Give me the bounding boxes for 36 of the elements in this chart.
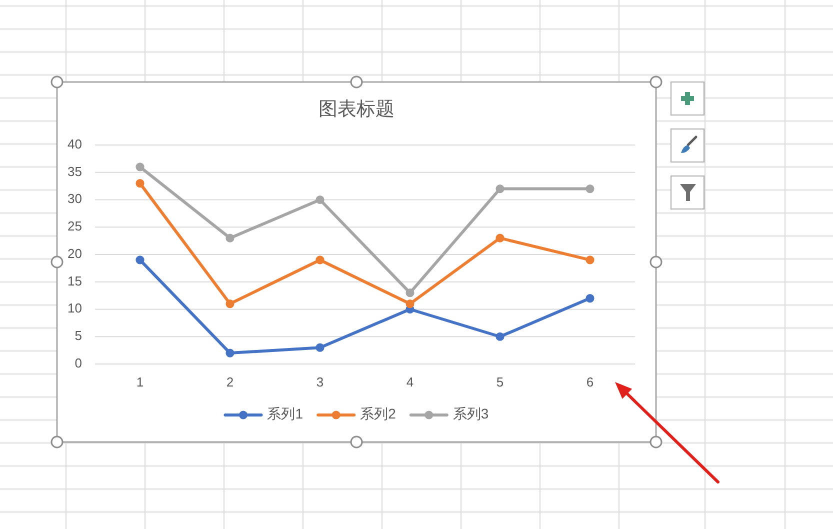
point [496,184,504,194]
point [586,294,594,303]
point [316,195,324,204]
point [586,256,594,264]
chart-title: 图表标题 [318,99,394,120]
x-tick-label: 3 [316,374,324,390]
point [226,299,234,308]
point [496,234,504,242]
y-tick-label: 30 [68,191,82,206]
legend-label: 系列1 [267,406,304,422]
x-tick-label: 6 [586,374,594,390]
point [136,256,144,264]
y-tick-label: 25 [68,218,82,234]
point [316,256,324,264]
point [316,343,324,352]
point [406,288,414,298]
point [586,184,594,194]
y-tick-label: 10 [68,300,82,316]
point [226,348,234,358]
point [406,299,414,308]
legend-label: 系列3 [452,406,489,422]
point [226,234,234,242]
point [496,332,504,341]
y-tick-label: 35 [68,164,82,179]
point [136,179,144,188]
y-tick-label: 5 [74,328,82,344]
x-tick-label: 1 [136,374,144,390]
legend-label: 系列2 [360,406,396,422]
point [136,162,144,172]
x-tick-label: 5 [496,374,504,390]
y-tick-label: 0 [74,355,82,370]
x-tick-label: 2 [226,374,234,390]
x-tick-label: 4 [406,374,414,390]
y-tick-label: 40 [68,136,82,152]
y-tick-label: 15 [68,273,82,288]
y-tick-label: 20 [68,246,82,261]
